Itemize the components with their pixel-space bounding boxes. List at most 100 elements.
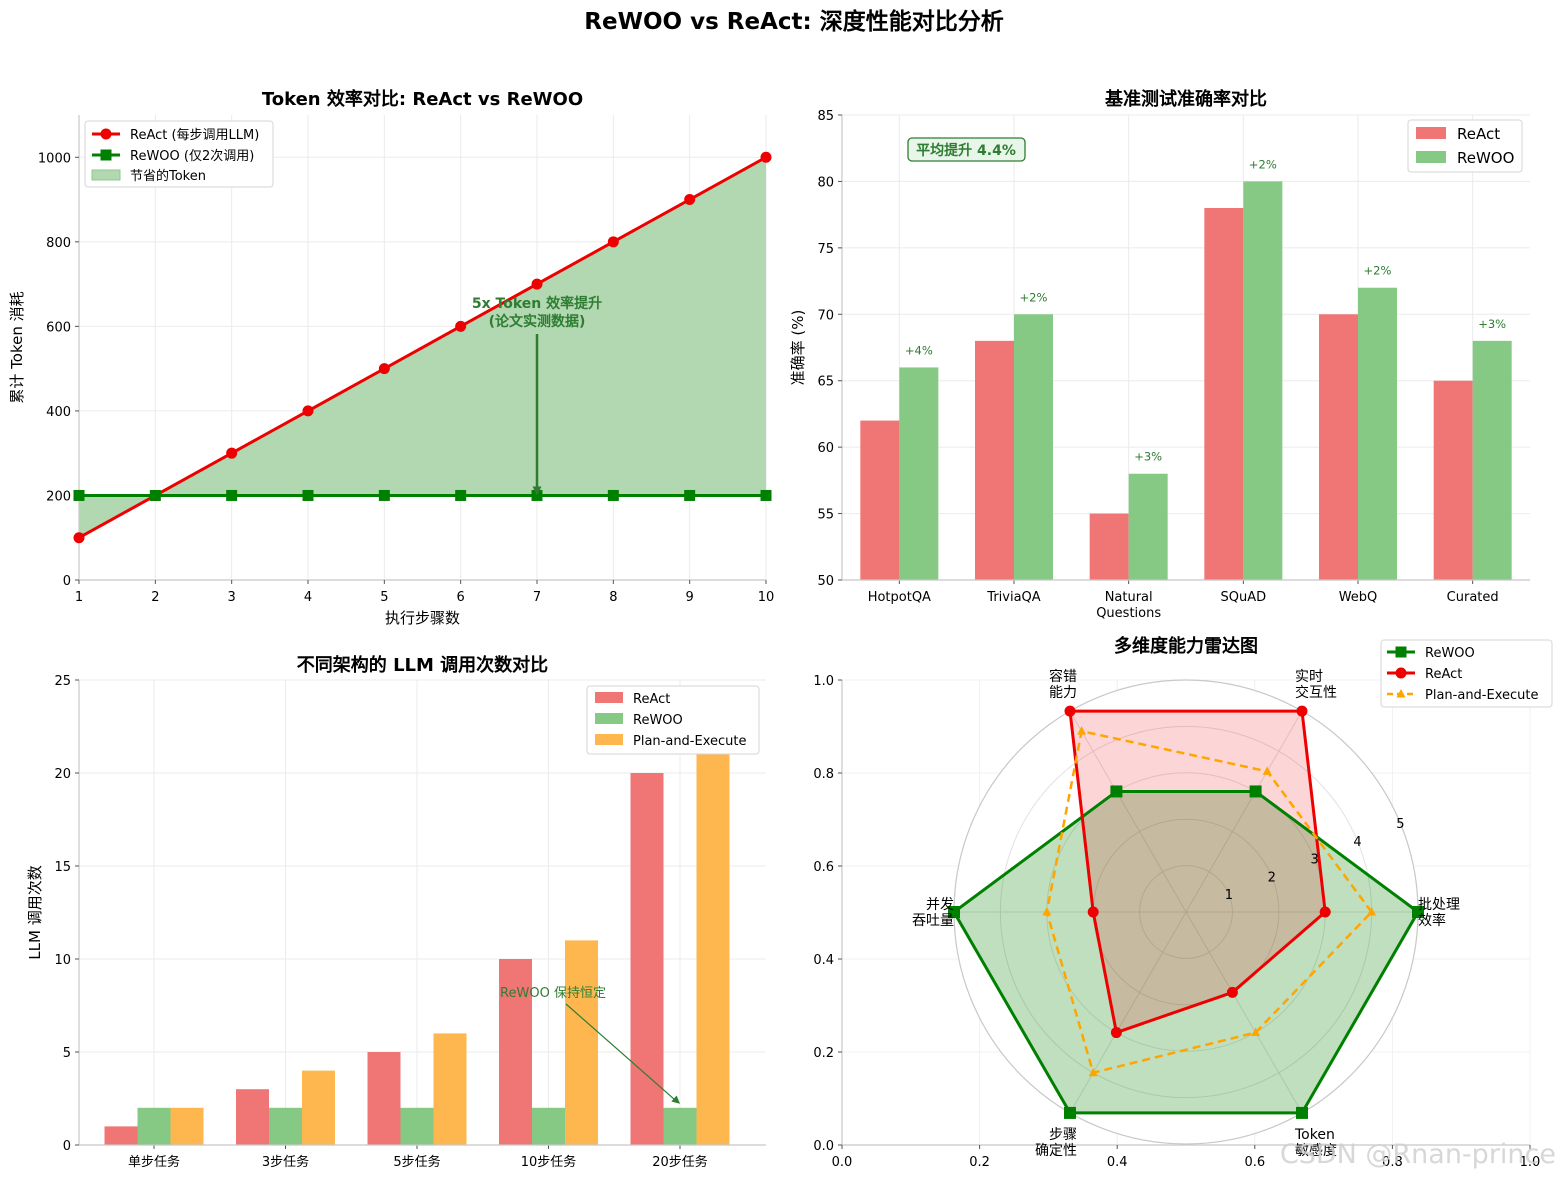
y-tick-label: 0 xyxy=(63,574,71,589)
x-tick-label: 5步任务 xyxy=(393,1154,440,1170)
y-tick-label: 15 xyxy=(54,860,71,875)
annotation-arrow xyxy=(565,1003,677,1102)
accuracy-bar-chart: +4% HotpotQA +2% TriviaQA +3% Natural Question… xyxy=(789,88,1530,621)
frame-x-tick-label: 0.6 xyxy=(1244,1155,1265,1170)
radar-axis-label: 容错能力 xyxy=(1049,668,1077,701)
legend-rewoo-marker xyxy=(1395,646,1407,658)
improvement-label: +2% xyxy=(1020,290,1048,304)
radar-spoke xyxy=(1069,710,1187,913)
plan-execute-bar xyxy=(170,1107,204,1145)
y-tick-label: 65 xyxy=(817,375,834,390)
react-point xyxy=(1296,705,1308,717)
legend-label: ReAct xyxy=(633,692,670,707)
rewoo-point xyxy=(1296,1106,1308,1119)
x-tick-label: 3 xyxy=(228,590,236,605)
rewoo-point xyxy=(226,489,238,501)
frame-x-tick-label: 0.2 xyxy=(969,1155,990,1170)
radar-r-tick-label: 5 xyxy=(1396,817,1404,832)
react-bar xyxy=(1433,380,1473,580)
y-tick-label: 1000 xyxy=(38,151,71,166)
rewoo-bar xyxy=(1014,314,1053,580)
plan-execute-point xyxy=(1262,766,1272,775)
y-axis-label: 累计 Token 消耗 xyxy=(8,291,26,403)
y-tick-label: 400 xyxy=(46,405,71,420)
x-tick-label: 2 xyxy=(151,590,159,605)
react-point xyxy=(1064,705,1076,717)
legend-react-marker xyxy=(100,128,112,140)
annotation-line1: 5x Token 效率提升 xyxy=(472,295,602,312)
rewoo-bar xyxy=(899,367,939,580)
x-tick-label: 3步任务 xyxy=(262,1154,309,1170)
x-tick-label: Natural Questions xyxy=(1096,590,1161,621)
x-tick-label: 20步任务 xyxy=(652,1154,708,1170)
y-tick-label: 5 xyxy=(63,1046,71,1061)
improvement-label: +3% xyxy=(1478,317,1506,331)
legend-react-label: ReAct (每步调用LLM) xyxy=(130,127,259,143)
frame-x-tick-label: 0.4 xyxy=(1107,1155,1128,1170)
x-tick-label: 单步任务 xyxy=(128,1154,180,1170)
capability-radar-chart: 0.0 0.2 0.4 0.6 0.8 1.0 0.0 0.2 0.4 0.6 0.8 1.0 1 2 3 4… xyxy=(813,635,1553,1170)
rewoo-bar xyxy=(137,1107,171,1145)
y-tick-label: 0 xyxy=(63,1139,71,1154)
legend-label: Plan-and-Execute xyxy=(633,734,746,749)
plan-execute-bar xyxy=(565,940,598,1145)
legend-react-swatch xyxy=(1416,127,1446,139)
rewoo-bar xyxy=(663,1107,697,1145)
radar-r-tick-label: 1 xyxy=(1225,888,1233,903)
y-tick-label: 60 xyxy=(817,441,834,456)
average-badge: 平均提升 4.4% xyxy=(916,142,1016,159)
react-point xyxy=(531,278,543,290)
react-point xyxy=(1319,906,1331,918)
radar-spoke xyxy=(1185,710,1303,913)
x-tick-label: 1 xyxy=(75,590,83,605)
legend-rewoo-label: ReWOO xyxy=(1457,149,1514,167)
watermark: CSDN @Rnan-prince xyxy=(1280,1139,1556,1170)
x-tick-label: 8 xyxy=(609,590,617,605)
y-tick-label: 25 xyxy=(54,674,71,689)
rewoo-bar xyxy=(532,1107,565,1145)
rewoo-point xyxy=(1064,1106,1076,1119)
rewoo-bar xyxy=(1243,181,1283,580)
x-tick-label: 9 xyxy=(686,590,694,605)
react-bar xyxy=(1089,513,1129,580)
frame-y-tick-label: 0.8 xyxy=(813,767,834,782)
radar-r-tick-label: 2 xyxy=(1268,870,1276,885)
frame-y-tick-label: 0.4 xyxy=(813,953,834,968)
legend-react-marker xyxy=(1395,667,1407,679)
rewoo-bar xyxy=(1472,340,1512,580)
rewoo-point xyxy=(760,489,772,501)
annotation-line2: (论文实测数据) xyxy=(489,313,586,330)
rewoo-point xyxy=(607,489,619,501)
rewoo-point xyxy=(684,489,696,501)
x-tick-label: WebQ xyxy=(1339,590,1378,605)
llm-calls-bar-chart: 单步任务 3步任务 5步任务 10步任务 20步任务 0 5 10 15 20 25 ReWOO 保持… xyxy=(26,654,766,1170)
react-bar xyxy=(104,1126,138,1145)
radar-axis-label: Token 敏感度 xyxy=(1294,1127,1337,1159)
legend-plan-marker xyxy=(1396,689,1406,698)
react-point xyxy=(73,532,85,544)
x-tick-label: 10步任务 xyxy=(521,1154,577,1170)
legend-label: ReWOO xyxy=(633,713,683,728)
rewoo-area xyxy=(954,791,1418,1113)
plan-execute-point xyxy=(1042,907,1052,916)
rewoo-point xyxy=(73,489,85,501)
rewoo-bar xyxy=(1128,473,1168,580)
rewoo-bar xyxy=(1358,287,1397,580)
legend-box xyxy=(84,120,274,188)
plan-execute-bar xyxy=(696,754,730,1145)
y-tick-label: 75 xyxy=(817,242,834,257)
annotation-arrow-head xyxy=(532,486,542,496)
react-point xyxy=(226,447,238,459)
legend-swatch xyxy=(595,734,623,745)
rewoo-point xyxy=(455,489,467,501)
improvement-label: +2% xyxy=(1364,264,1392,278)
legend-swatch xyxy=(595,713,623,724)
frame-y-tick-label: 0.6 xyxy=(813,860,834,875)
chart-title: Token 效率对比: ReAct vs ReWOO xyxy=(262,88,583,110)
legend-rewoo-label: ReWOO (仅2次调用) xyxy=(130,148,254,164)
radar-axis-label: 实时交互性 xyxy=(1295,669,1337,701)
x-tick-label: TriviaQA xyxy=(986,590,1040,605)
frame-y-tick-label: 0.0 xyxy=(813,1139,834,1154)
token-efficiency-chart: 1 2 3 4 5 6 7 8 9 10 0 200 400 600 800 1000 5x Token 效率提… xyxy=(8,88,774,627)
